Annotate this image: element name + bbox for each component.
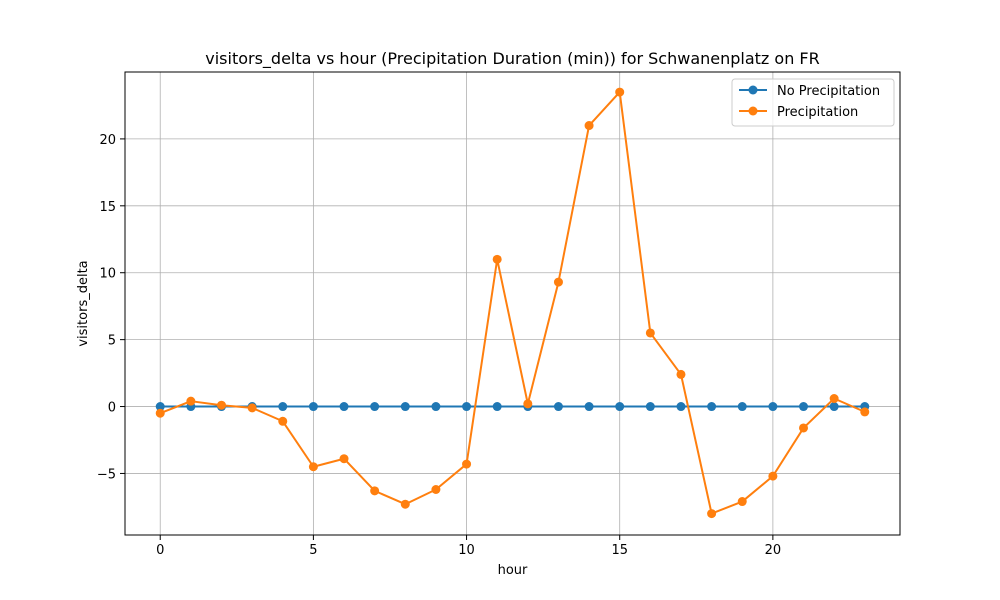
data-point-precipitation — [676, 369, 686, 379]
legend-marker-no-precipitation — [748, 85, 758, 95]
legend-label-precipitation: Precipitation — [777, 105, 858, 120]
data-point-no-precipitation — [400, 402, 410, 412]
data-point-no-precipitation — [553, 402, 563, 412]
data-point-precipitation — [186, 396, 196, 406]
data-point-no-precipitation — [829, 402, 839, 412]
data-point-no-precipitation — [155, 402, 165, 412]
series-precipitation — [155, 87, 870, 519]
data-point-no-precipitation — [339, 402, 349, 412]
x-tick-label: 15 — [611, 543, 628, 558]
data-point-no-precipitation — [615, 402, 625, 412]
data-point-precipitation — [370, 486, 380, 496]
data-point-no-precipitation — [278, 402, 288, 412]
y-tick-label: 5 — [108, 334, 116, 349]
data-point-precipitation — [216, 400, 226, 410]
data-point-no-precipitation — [799, 402, 809, 412]
data-point-no-precipitation — [584, 402, 594, 412]
data-point-no-precipitation — [462, 402, 472, 412]
data-point-precipitation — [707, 509, 717, 519]
data-point-precipitation — [400, 499, 410, 509]
data-point-precipitation — [308, 462, 318, 472]
data-point-precipitation — [615, 87, 625, 97]
data-point-precipitation — [339, 454, 349, 464]
data-point-no-precipitation — [308, 402, 318, 412]
data-point-no-precipitation — [768, 402, 778, 412]
data-point-precipitation — [829, 394, 839, 404]
data-point-precipitation — [492, 254, 502, 264]
data-point-no-precipitation — [676, 402, 686, 412]
y-tick-label: 0 — [108, 401, 116, 416]
data-point-precipitation — [278, 416, 288, 426]
data-point-no-precipitation — [370, 402, 380, 412]
data-point-precipitation — [155, 408, 165, 418]
data-point-precipitation — [860, 407, 870, 417]
chart-title: visitors_delta vs hour (Precipitation Du… — [205, 49, 820, 69]
data-point-precipitation — [462, 459, 472, 469]
data-point-precipitation — [431, 485, 441, 495]
x-tick-label: 0 — [156, 543, 164, 558]
data-point-precipitation — [799, 423, 809, 433]
y-tick-label: 15 — [99, 200, 116, 215]
plot-area-frame — [124, 71, 901, 536]
data-point-precipitation — [737, 497, 747, 507]
series-no-precipitation — [155, 402, 870, 412]
y-tick-label: 10 — [99, 267, 116, 282]
data-point-precipitation — [247, 403, 257, 413]
data-point-precipitation — [768, 471, 778, 481]
legend-label-no-precipitation: No Precipitation — [777, 84, 880, 99]
x-tick-label: 20 — [765, 543, 782, 558]
x-tick-label: 5 — [309, 543, 317, 558]
y-tick-label: 20 — [99, 133, 116, 148]
data-point-precipitation — [645, 328, 655, 338]
series-line-precipitation — [159, 91, 866, 515]
y-axis-label: visitors_delta — [76, 260, 91, 346]
legend-box — [731, 78, 895, 127]
legend-marker-precipitation — [748, 106, 758, 116]
series-layer — [155, 87, 870, 519]
x-axis-label: hour — [498, 563, 528, 578]
data-point-precipitation — [523, 399, 533, 409]
data-point-precipitation — [553, 277, 563, 287]
x-tick-label: 10 — [458, 543, 475, 558]
y-tick-label: −5 — [97, 467, 116, 482]
data-point-no-precipitation — [737, 402, 747, 412]
data-point-no-precipitation — [707, 402, 717, 412]
data-point-no-precipitation — [431, 402, 441, 412]
data-point-precipitation — [584, 121, 594, 131]
data-point-no-precipitation — [492, 402, 502, 412]
tick-layer: 0 5 10 15 20 −5 0 5 10 15 20 — [97, 133, 781, 558]
legend: No Precipitation Precipitation — [731, 78, 895, 127]
data-point-no-precipitation — [645, 402, 655, 412]
